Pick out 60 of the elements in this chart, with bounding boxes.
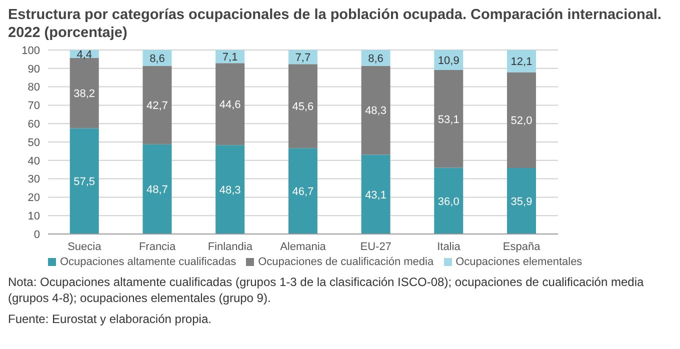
bar: [142, 66, 172, 144]
y-tick-label: 50: [28, 136, 40, 149]
y-tick-label: 60: [28, 118, 40, 131]
y-tick-label: 10: [28, 210, 40, 223]
data-label: 48,3: [219, 184, 241, 196]
bar: [216, 63, 245, 146]
bar: [507, 168, 536, 234]
y-tick-label: 20: [28, 192, 40, 204]
bar: [361, 154, 390, 234]
source-note: Fuente: Eurostat y elaboración propia.: [8, 311, 212, 327]
data-label: 45,6: [292, 101, 314, 114]
x-tick-label: Francia: [138, 240, 177, 253]
y-tick-label: 0: [34, 228, 40, 241]
bar: [361, 66, 390, 155]
data-label: 48,7: [146, 184, 168, 196]
bar: [288, 64, 318, 148]
legend-label: Ocupaciones de cualificación media: [258, 256, 434, 268]
bar: [434, 70, 464, 168]
x-tick-label: Finlandia: [208, 240, 254, 253]
text: Nota: Ocupaciones altamente cualificadas (grupos 1-3 de la clasificación ISCO-08); ocupaciones de cualificación media (grupos 4-8); ocupaciones elementales (grupo 9).: [8, 274, 645, 306]
data-label: 43,1: [365, 189, 386, 202]
data-label: 36,0: [438, 196, 460, 208]
y-tick-label: 80: [28, 82, 40, 94]
y-tick-label: 30: [28, 174, 40, 186]
data-label: 7,1: [222, 51, 238, 64]
data-label: 42,7: [146, 100, 168, 112]
x-tick-label: Alemania: [280, 240, 327, 253]
data-label: 4,4: [76, 48, 92, 61]
bar: [216, 145, 245, 234]
y-tick-label: 90: [28, 63, 40, 76]
data-label: 48,3: [365, 105, 386, 118]
data-label: 12,1: [510, 56, 532, 68]
data-label: 35,9: [510, 196, 532, 208]
data-label: 44,6: [219, 99, 241, 111]
bar: [507, 50, 536, 72]
x-tick-label: Italia: [437, 240, 462, 253]
bar: [507, 72, 536, 168]
data-label: 10,9: [438, 54, 460, 67]
x-tick-label: EU-27: [360, 240, 392, 253]
y-tick-label: 100: [22, 44, 40, 57]
x-tick-label: España: [502, 240, 542, 253]
data-label: 57,5: [74, 176, 96, 188]
data-label: 7,7: [295, 52, 311, 64]
data-label: 52,0: [510, 115, 532, 128]
bar: [288, 148, 318, 234]
bar: [142, 144, 172, 234]
legend-label: Ocupaciones elementales: [456, 256, 582, 268]
y-tick-label: 40: [28, 155, 40, 168]
data-label: 8,6: [150, 52, 165, 65]
chart-title: Estructura por categorías ocupacionales de la población ocupada. Comparación internacional. 2022 (porcentaje): [8, 6, 662, 42]
bar: [70, 58, 99, 128]
bar: [70, 128, 99, 234]
data-label: 53,1: [438, 114, 460, 126]
legend-label: Ocupaciones altamente cualificadas: [60, 256, 236, 268]
data-label: 46,7: [292, 186, 314, 198]
y-tick-label: 70: [28, 100, 40, 112]
x-tick-label: Suecia: [68, 240, 102, 253]
data-label: 8,6: [368, 52, 384, 65]
data-label: 38,2: [74, 88, 96, 100]
bar: [434, 168, 464, 234]
